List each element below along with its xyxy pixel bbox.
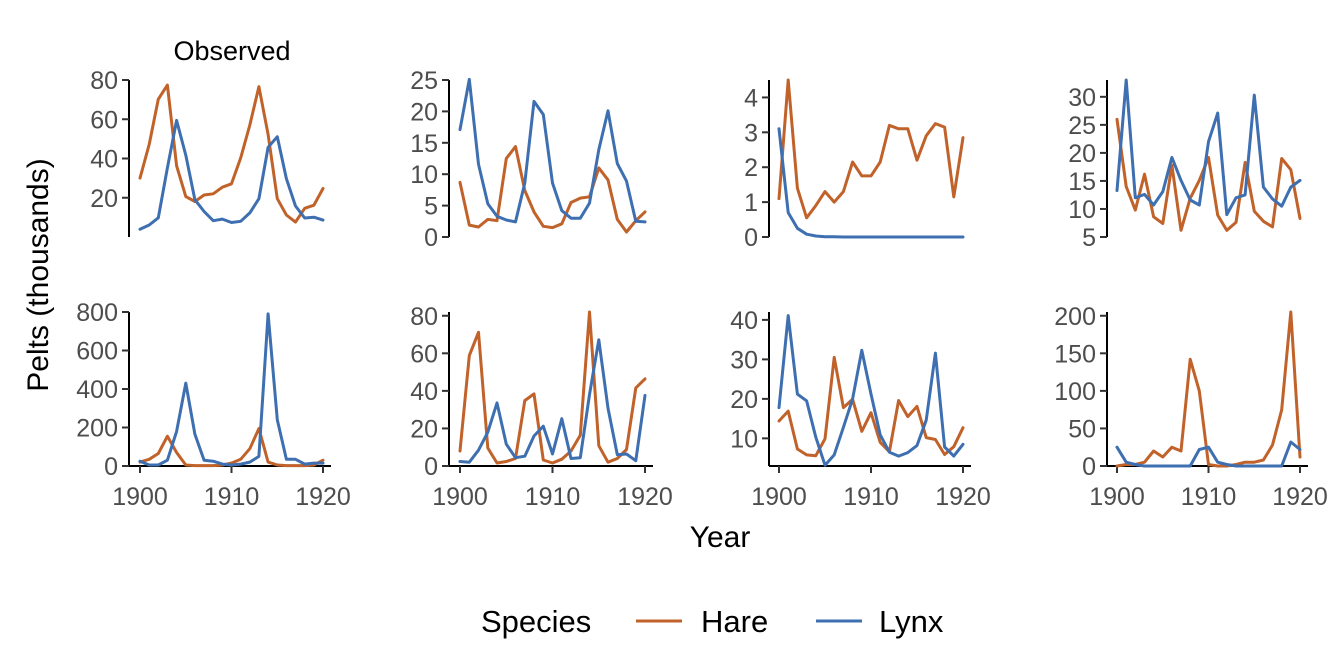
series-line-lynx [458,338,647,464]
series-line-hare [458,145,647,234]
y-tick-label: 10 [730,425,758,453]
series-line-hare [777,355,965,458]
panel-5: 0 200 400 600 800 1900 1910 1920 [76,299,351,511]
series-line-lynx [1115,440,1302,468]
panel-6: 0 20 40 60 80 1900 1910 1920 [410,303,673,511]
y-tick-label: 40 [410,378,438,406]
y-tick-label: 20 [730,386,758,414]
y-tick-label: 1 [744,189,758,217]
y-tick-label: 50 [1068,415,1096,443]
series-line-lynx [138,312,325,467]
y-axis-title: Pelts (thousands) [22,158,55,391]
series-line-hare [777,78,965,220]
x-tick-label: 1920 [295,483,351,511]
y-tick-label: 0 [1082,453,1096,481]
y-tick-label: 0 [424,224,438,252]
y-tick-label: 4 [744,84,758,112]
y-tick-label: 0 [104,453,118,481]
y-tick-label: 5 [1082,224,1096,252]
y-tick-label: 800 [76,299,118,327]
y-tick-label: 3 [744,119,758,147]
series-line-hare [1115,117,1302,232]
y-tick-label: 30 [1068,84,1096,112]
x-tick-label: 1900 [112,483,168,511]
y-tick-label: 20 [90,185,118,213]
y-tick-label: 10 [410,161,438,189]
x-tick-label: 1920 [935,483,991,511]
y-tick-label: 25 [1068,112,1096,140]
panel-8: 0 50 100 150 200 1900 1910 1920 [1054,303,1328,511]
x-tick-label: 1910 [525,483,581,511]
series-line-lynx [138,118,325,231]
y-tick-label: 100 [1054,378,1096,406]
y-tick-label: 200 [1054,303,1096,331]
y-tick-label: 40 [90,146,118,174]
panel-1: 20 40 60 80 Observed [90,36,325,237]
y-tick-label: 20 [410,415,438,443]
y-tick-label: 150 [1054,340,1096,368]
x-tick-label: 1900 [432,483,488,511]
panel-3: 0 1 2 3 4 [744,78,965,252]
y-tick-label: 30 [730,346,758,374]
legend-label-lynx: Lynx [879,604,944,639]
series-line-hare [138,427,325,468]
x-tick-label: 1910 [204,483,260,511]
series-line-hare [1115,310,1302,468]
y-tick-label: 15 [410,130,438,158]
legend: Species Hare Lynx [481,604,944,639]
panel-2: 0 5 10 15 20 25 [410,67,647,252]
series-line-hare [458,310,647,465]
y-tick-label: 20 [410,98,438,126]
y-tick-label: 80 [90,67,118,95]
x-axis-title: Year [690,521,751,554]
y-tick-label: 20 [1068,140,1096,168]
y-tick-label: 40 [730,307,758,335]
y-tick-label: 2 [744,154,758,182]
series-line-lynx [1115,78,1302,217]
y-tick-label: 0 [424,453,438,481]
x-tick-label: 1910 [843,483,899,511]
series-line-lynx [777,127,965,239]
y-tick-label: 0 [744,224,758,252]
series-line-lynx [458,77,647,224]
x-tick-label: 1910 [1181,483,1237,511]
series-line-hare [138,83,325,224]
panel-title: Observed [173,36,290,66]
y-tick-label: 200 [76,415,118,443]
y-tick-label: 15 [1068,168,1096,196]
y-tick-label: 400 [76,376,118,404]
y-tick-label: 60 [410,340,438,368]
legend-label-hare: Hare [701,604,768,639]
x-tick-label: 1920 [1272,483,1328,511]
x-tick-label: 1900 [751,483,807,511]
series-line-lynx [777,314,965,467]
x-tick-label: 1900 [1089,483,1145,511]
y-tick-label: 10 [1068,196,1096,224]
y-tick-label: 25 [410,67,438,95]
y-tick-label: 80 [410,303,438,331]
y-tick-label: 60 [90,106,118,134]
x-tick-label: 1920 [617,483,673,511]
legend-title: Species [481,604,591,639]
y-tick-label: 600 [76,338,118,366]
y-tick-label: 5 [424,193,438,221]
panel-7: 10 20 30 40 1900 1910 1920 [730,307,991,511]
